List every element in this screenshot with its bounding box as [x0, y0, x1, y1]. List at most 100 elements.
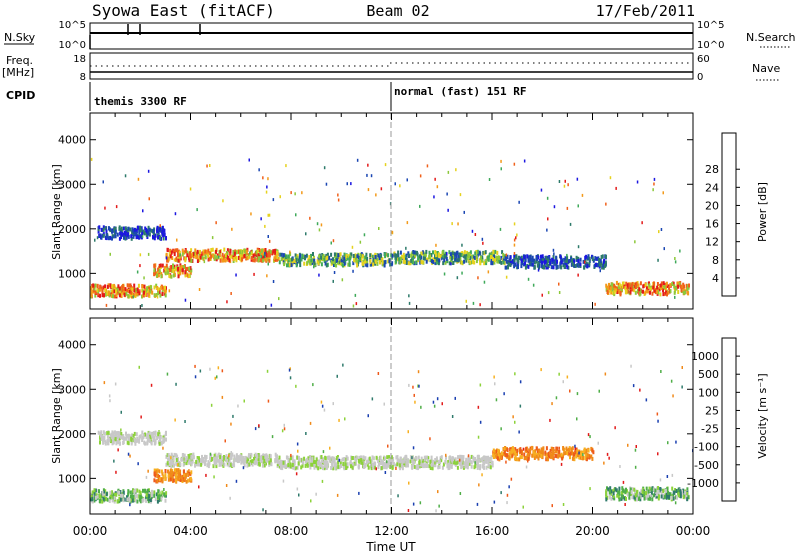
- power-cell: [612, 290, 615, 295]
- power-cell: [223, 247, 226, 252]
- velocity-cell: [110, 434, 113, 439]
- velocity-cell: [156, 474, 159, 478]
- power-cell: [482, 250, 485, 255]
- power-cell: [631, 287, 634, 292]
- velocity-cell: [250, 453, 253, 458]
- power-cell: [517, 265, 519, 269]
- velocity-cell: [454, 457, 457, 462]
- power-stray-cell: [488, 178, 491, 181]
- velocity-cell: [300, 465, 303, 470]
- power-cell: [122, 226, 125, 231]
- power-cell: [376, 253, 379, 257]
- velocity-stray-cell: [417, 384, 419, 388]
- power-cell: [618, 290, 621, 294]
- velocity-cell: [479, 466, 481, 471]
- velocity-cell: [136, 494, 139, 499]
- velocity-cell: [157, 494, 159, 499]
- power-stray-cell: [576, 177, 579, 181]
- velocity-cell: [165, 462, 168, 467]
- velocity-cell: [566, 451, 569, 455]
- velocity-cell: [315, 463, 318, 468]
- power-cell: [123, 231, 126, 235]
- power-cell: [399, 250, 402, 255]
- power-stray-cell: [658, 230, 660, 234]
- velocity-cell: [562, 454, 564, 459]
- velocity-cell: [291, 465, 294, 470]
- power-cell: [513, 254, 516, 259]
- velocity-cell: [93, 496, 96, 501]
- velocity-cell: [93, 492, 96, 497]
- velocity-cell: [434, 458, 437, 462]
- velocity-cell: [612, 494, 615, 498]
- power-cell: [94, 283, 97, 288]
- velocity-cell: [401, 464, 404, 468]
- velocity-cell: [185, 461, 188, 466]
- power-cell: [615, 280, 618, 285]
- velocity-cell: [388, 458, 391, 463]
- velocity-cell: [156, 468, 159, 473]
- time-tick-label: 04:00: [173, 524, 208, 538]
- power-cell: [106, 284, 109, 289]
- power-cell: [679, 284, 682, 289]
- power-cell: [239, 250, 242, 255]
- velocity-cell: [209, 456, 212, 461]
- freq-tick-bottom: 8: [80, 72, 86, 83]
- velocity-cell: [113, 499, 116, 504]
- velocity-stray-cell: [358, 491, 360, 495]
- velocity-cell: [198, 462, 201, 467]
- velocity-cell: [188, 460, 191, 465]
- velocity-cell: [368, 456, 371, 461]
- power-cell: [628, 283, 631, 288]
- power-stray-cell: [109, 252, 111, 256]
- velocity-colorbar-tick-label: 25: [705, 404, 719, 417]
- velocity-cell: [420, 456, 423, 461]
- power-cell: [467, 259, 470, 263]
- velocity-cell: [154, 497, 157, 502]
- power-cell: [504, 256, 507, 260]
- velocity-cell: [91, 490, 94, 495]
- velocity-cell: [162, 474, 165, 479]
- velocity-cell: [334, 462, 337, 467]
- power-cell: [503, 254, 506, 259]
- power-cell: [573, 259, 576, 264]
- power-cell: [227, 255, 229, 260]
- power-cell: [104, 288, 107, 292]
- power-cell: [159, 226, 162, 231]
- velocity-stray-cell: [412, 385, 414, 389]
- power-cell: [118, 293, 121, 298]
- power-stray-cell: [558, 180, 561, 183]
- velocity-cell: [472, 455, 475, 460]
- velocity-cell: [284, 461, 287, 466]
- power-cell: [517, 258, 520, 263]
- power-cell: [502, 257, 505, 262]
- power-cell: [564, 260, 567, 265]
- velocity-stray-cell: [555, 396, 558, 400]
- velocity-cell: [377, 465, 380, 470]
- power-stray-cell: [513, 238, 516, 242]
- velocity-cell: [249, 462, 251, 467]
- velocity-cell: [151, 432, 154, 437]
- velocity-cell: [459, 461, 462, 466]
- power-cell: [101, 290, 104, 295]
- power-stray-cell: [268, 239, 271, 243]
- power-cell: [269, 249, 272, 254]
- velocity-stray-cell: [619, 465, 621, 468]
- power-cell: [159, 236, 161, 241]
- power-stray-cell: [165, 256, 168, 260]
- power-cell: [181, 268, 184, 273]
- power-cell: [232, 251, 235, 256]
- power-cell: [448, 261, 451, 266]
- power-cell: [556, 259, 558, 264]
- power-cell: [388, 259, 391, 264]
- velocity-cell: [107, 431, 110, 436]
- velocity-cell: [274, 458, 277, 462]
- power-cell: [520, 264, 523, 269]
- velocity-cell: [134, 441, 137, 446]
- velocity-stray-cell: [412, 446, 415, 450]
- power-stray-cell: [346, 182, 348, 186]
- velocity-cell: [403, 456, 406, 461]
- velocity-cell: [175, 461, 178, 466]
- power-cell: [267, 251, 270, 256]
- velocity-cell: [125, 434, 128, 438]
- velocity-cell: [314, 460, 317, 465]
